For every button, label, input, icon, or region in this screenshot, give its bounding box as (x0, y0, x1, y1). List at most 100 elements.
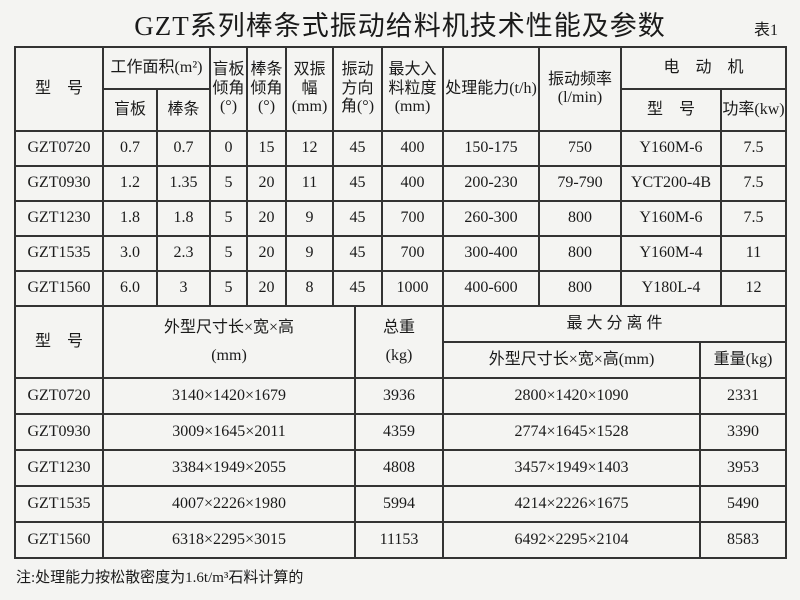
header-blind-angle: 盲板倾角(°) (209, 46, 248, 132)
table-cell: GZT1230 (14, 449, 104, 487)
table-cell: 9 (285, 235, 334, 272)
table-cell: 3384×1949×2055 (102, 449, 356, 487)
header-part-dims: 外型尺寸长×宽×高(mm) (442, 341, 701, 379)
table-cell: GZT1560 (14, 270, 104, 307)
table-cell: 2774×1645×1528 (442, 413, 701, 451)
header-motor-model: 型 号 (620, 88, 722, 132)
header-weight: 总重 (kg) (354, 305, 444, 379)
table-cell: 1.35 (156, 165, 211, 202)
table-cell: 2800×1420×1090 (442, 377, 701, 415)
table-row: GZT1535 3.0 2.3 5 20 9 45 700 300-400 800 Y160M-4 1… (14, 235, 788, 272)
table-cell: GZT0720 (14, 130, 104, 167)
table-cell: 800 (538, 270, 622, 307)
header-max-feed: 最大入料粒度(mm) (381, 46, 444, 132)
table-cell: 800 (538, 235, 622, 272)
table-cell: 3457×1949×1403 (442, 449, 701, 487)
table-cell: 2331 (698, 377, 788, 415)
header-frequency: 振动频率(l/min) (538, 46, 622, 132)
table-cell: 300-400 (442, 235, 540, 272)
table-cell: 3936 (354, 377, 444, 415)
table-cell: GZT1230 (14, 200, 104, 237)
table-cell: GZT1535 (14, 235, 104, 272)
table-cell: 79-790 (538, 165, 622, 202)
header-amplitude: 双振幅(mm) (285, 46, 334, 132)
table-cell: 9 (285, 200, 334, 237)
performance-table: 型 号 工作面积(m²) 盲板倾角(°) 棒条倾角(°) 双振幅(mm) 振动方… (14, 46, 788, 307)
table-cell: 4214×2226×1675 (442, 485, 701, 523)
table-cell: 45 (332, 270, 383, 307)
table-cell: 5 (209, 235, 248, 272)
table-cell: GZT0720 (14, 377, 104, 415)
table-cell: 700 (381, 235, 444, 272)
table-row: GZT0930 1.2 1.35 5 20 11 45 400 200-230 79-790 YCT… (14, 165, 788, 202)
table-cell: 12 (285, 130, 334, 167)
table-cell: 1.8 (156, 200, 211, 237)
header-bar-angle: 棒条倾角(°) (246, 46, 287, 132)
table-cell: 4007×2226×1980 (102, 485, 356, 523)
table-cell: 3390 (698, 413, 788, 451)
table-row: GZT1560 6.0 3 5 20 8 45 1000 400-600 800 Y180L-4 12 (14, 270, 788, 307)
table-cell: 8 (285, 270, 334, 307)
table-cell: 5 (209, 165, 248, 202)
table-cell: 7.5 (719, 130, 788, 167)
table-row: GZT0930 3009×1645×2011 4359 2774×1645×1528 3… (14, 413, 788, 451)
dims-label: 外型尺寸长×宽×高 (163, 318, 295, 336)
weight-unit: (kg) (385, 347, 413, 364)
table-cell: 3.0 (102, 235, 158, 272)
table-cell: GZT1535 (14, 485, 104, 523)
table-cell: 12 (719, 270, 788, 307)
header-area-bar: 棒条 (156, 88, 211, 132)
table-cell: 6.0 (102, 270, 158, 307)
header-power: 功率(kw) (719, 88, 788, 132)
table-cell: 150-175 (442, 130, 540, 167)
table-cell: 5994 (354, 485, 444, 523)
table-cell: 700 (381, 200, 444, 237)
table-number: 表1 (753, 22, 778, 39)
header-area: 工作面积(m²) (102, 46, 211, 90)
table-cell: 200-230 (442, 165, 540, 202)
table-cell: 8583 (698, 521, 788, 559)
table-cell: 3009×1645×2011 (102, 413, 356, 451)
table-cell: 0.7 (102, 130, 158, 167)
table-cell: 3953 (698, 449, 788, 487)
table-cell: 3140×1420×1679 (102, 377, 356, 415)
table-cell: 1000 (381, 270, 444, 307)
table-cell: GZT0930 (14, 165, 104, 202)
table-cell: 11 (719, 235, 788, 272)
table-cell: 7.5 (719, 165, 788, 202)
footnote: 注:处理能力按松散密度为1.6t/m³石料计算的 (16, 570, 304, 586)
table-cell: 15 (246, 130, 287, 167)
table-cell: 4808 (354, 449, 444, 487)
table-cell: 7.5 (719, 200, 788, 237)
table-cell: 0.7 (156, 130, 211, 167)
table-cell: 5 (209, 200, 248, 237)
table-cell: 45 (332, 200, 383, 237)
table-cell: Y160M-6 (620, 130, 722, 167)
table-cell: 11 (285, 165, 334, 202)
table-cell: 20 (246, 235, 287, 272)
table-cell: Y160M-4 (620, 235, 722, 272)
table-cell: 4359 (354, 413, 444, 451)
table-row: GZT1560 6318×2295×3015 11153 6492×2295×2104… (14, 521, 788, 559)
table-cell: Y180L-4 (620, 270, 722, 307)
header-motor: 电 动 机 (619, 46, 788, 90)
dims-unit: (mm) (211, 347, 247, 364)
table-cell: 400-600 (442, 270, 540, 307)
table-row: GZT1230 3384×1949×2055 4808 3457×1949×1403 3… (14, 449, 788, 487)
table-cell: 5 (209, 270, 248, 307)
table-cell: 6318×2295×3015 (102, 521, 356, 559)
table-cell: YCT200-4B (620, 165, 722, 202)
header-part-weight: 重量(kg) (698, 341, 788, 379)
header-direction: 振动方向角(°) (332, 46, 383, 132)
table-cell: 20 (246, 165, 287, 202)
document-title: GZT系列棒条式振动给料机技术性能及参数 (134, 11, 666, 41)
header-area-blind: 盲板 (102, 88, 158, 132)
table-cell: 1.2 (102, 165, 158, 202)
header-max-part: 最 大 分 离 件 (441, 305, 788, 343)
table-cell: 11153 (354, 521, 444, 559)
table-cell: GZT0930 (14, 413, 104, 451)
table-row: GZT1535 4007×2226×1980 5994 4214×2226×1675 5… (14, 485, 788, 523)
table-cell: 400 (381, 165, 444, 202)
table-cell: 260-300 (442, 200, 540, 237)
table-cell: 5490 (698, 485, 788, 523)
